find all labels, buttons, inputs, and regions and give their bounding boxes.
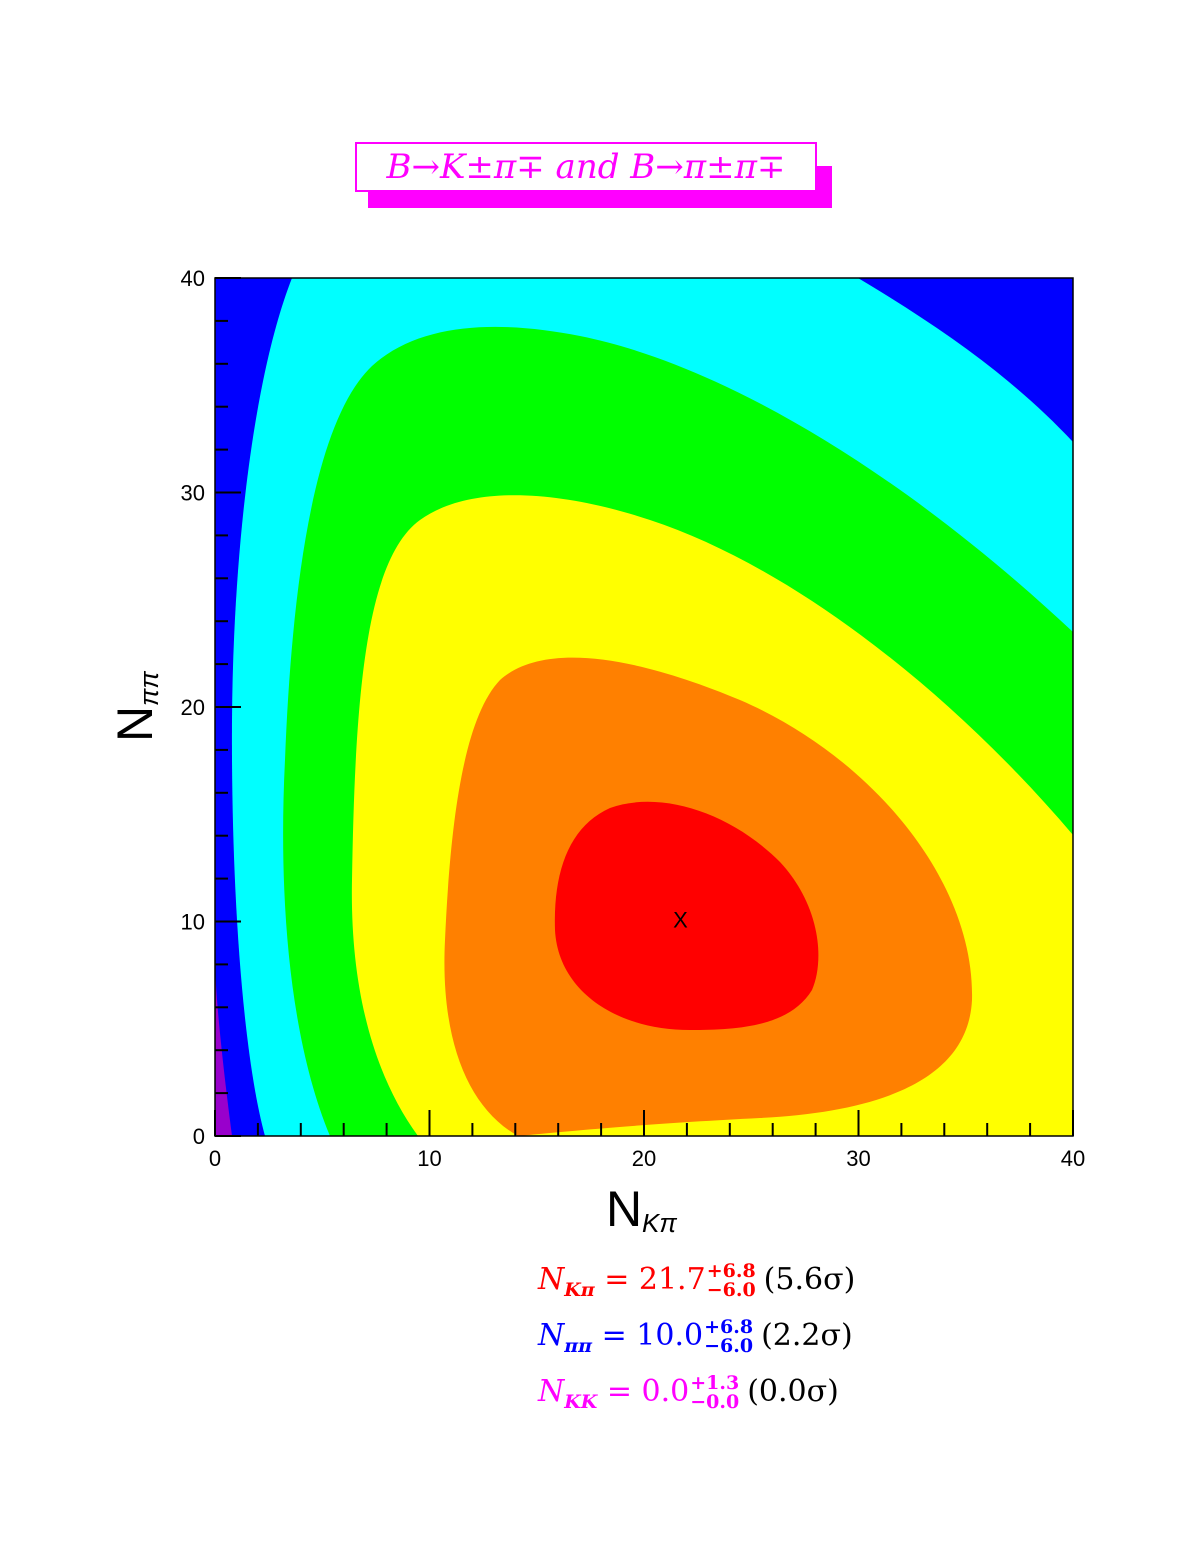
x-tick-label: 30 [846,1146,870,1171]
result-significance: (5.6σ) [763,1262,856,1297]
result-name-sub: ππ [564,1335,593,1357]
result-row: NKπ = 21.7 +6.8 −6.0 (5.6σ) [538,1262,856,1302]
result-name: N [538,1374,565,1409]
result-value: NKπ = 21.7 +6.8 −6.0 [538,1262,756,1302]
y-tick-label: 10 [181,910,205,935]
result-central-value: = 10.0 [592,1318,704,1353]
result-errors: +6.8 −6.0 [707,1262,756,1300]
x-tick-label: 20 [632,1146,656,1171]
result-name-sub: Kπ [564,1279,595,1301]
x-axis-title: N Kπ [606,1181,677,1238]
result-value: NKK = 0.0 +1.3 −0.0 [538,1374,739,1414]
result-error-plus: +1.3 [690,1372,740,1394]
y-tick-label: 0 [193,1124,205,1149]
y-axis-title-main: N [107,706,163,742]
contour-level-7 [215,960,238,1136]
result-significance: (0.0σ) [747,1374,839,1409]
result-error-plus: +6.8 [706,1260,756,1282]
result-significance: (2.2σ) [761,1318,853,1353]
result-error-minus: −0.0 [690,1391,740,1413]
x-axis-title-sub: Kπ [642,1208,677,1238]
result-error-minus: −6.0 [704,1335,754,1357]
x-axis-title-main: N [606,1181,642,1237]
y-axis-title: N ππ [107,671,164,742]
result-central-value: = 0.0 [597,1374,690,1409]
x-tick-label: 40 [1061,1146,1085,1171]
contour-regions [215,278,1073,1136]
x-tick-label: 10 [417,1146,441,1171]
y-tick-label: 20 [181,695,205,720]
y-tick-label: 40 [181,266,205,291]
y-axis-title-sub: ππ [134,671,164,706]
x-tick-label: 0 [209,1146,221,1171]
contour-level-1 [554,801,819,1030]
result-row: Nππ = 10.0 +6.8 −6.0 (2.2σ) [538,1318,853,1358]
result-value: Nππ = 10.0 +6.8 −6.0 [538,1318,753,1358]
result-errors: +1.3 −0.0 [690,1374,739,1412]
result-name: N [538,1318,565,1353]
result-errors: +6.8 −6.0 [704,1318,753,1356]
best-fit-marker: X [673,907,688,932]
result-row: NKK = 0.0 +1.3 −0.0 (0.0σ) [538,1374,839,1414]
y-tick-label: 30 [181,481,205,506]
result-name: N [538,1262,565,1297]
axis-ticks [214,277,1074,1137]
result-error-minus: −6.0 [706,1279,756,1301]
result-central-value: = 21.7 [594,1262,706,1297]
result-name-sub: KK [564,1391,598,1413]
result-error-plus: +6.8 [704,1316,754,1338]
chart-title: B→K±π∓ and B→π±π∓ [355,142,817,192]
tick-labels: 0 10 20 30 40 0 10 20 30 40 [181,266,1086,1171]
